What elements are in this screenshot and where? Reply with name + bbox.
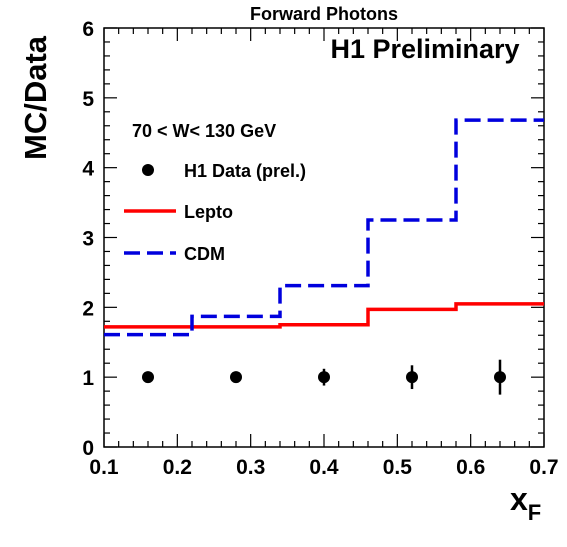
y-tick-label: 2 <box>82 297 94 320</box>
x-tick-label: 0.7 <box>529 456 558 479</box>
y-axis-title: MC/Data <box>18 35 53 160</box>
y-tick-label: 4 <box>82 158 94 181</box>
x-axis-title: xF <box>510 481 541 525</box>
y-tick-label: 1 <box>82 367 94 390</box>
x-tick-label: 0.4 <box>309 456 339 479</box>
series-lepto-line <box>104 302 544 329</box>
kinematic-condition-label: 70 < W< 130 GeV <box>132 121 276 141</box>
y-tick-label: 3 <box>82 228 94 251</box>
data-point <box>142 371 154 384</box>
data-point <box>406 371 418 384</box>
data-point <box>494 371 506 384</box>
x-tick-label: 0.6 <box>456 456 485 479</box>
x-tick-label: 0.1 <box>89 456 119 479</box>
legend: H1 Data (prel.) Lepto CDM <box>124 161 306 264</box>
x-tick-label: 0.3 <box>236 456 265 479</box>
chart-title: Forward Photons <box>250 4 398 24</box>
data-point <box>318 371 330 384</box>
legend-label-lepto: Lepto <box>184 202 233 222</box>
x-tick-label: 0.5 <box>383 456 413 479</box>
legend-label-h1-data: H1 Data (prel.) <box>184 161 306 181</box>
plot-area: 0.1 0.2 0.3 0.4 0.5 0.6 0.7 0 1 2 3 4 5 6 <box>82 18 558 479</box>
y-tick-label: 5 <box>82 88 94 111</box>
x-axis-title-subscript: F <box>528 500 541 525</box>
legend-marker-h1-data <box>142 164 154 176</box>
legend-label-cdm: CDM <box>184 244 225 264</box>
x-tick-label: 0.2 <box>163 456 192 479</box>
y-tick-label: 6 <box>82 18 94 41</box>
x-axis-title-main: x <box>510 481 528 517</box>
y-tick-label: 0 <box>82 437 94 460</box>
data-point <box>230 371 242 384</box>
series-cdm-line <box>104 118 544 337</box>
h1-preliminary-label: H1 Preliminary <box>330 34 519 64</box>
